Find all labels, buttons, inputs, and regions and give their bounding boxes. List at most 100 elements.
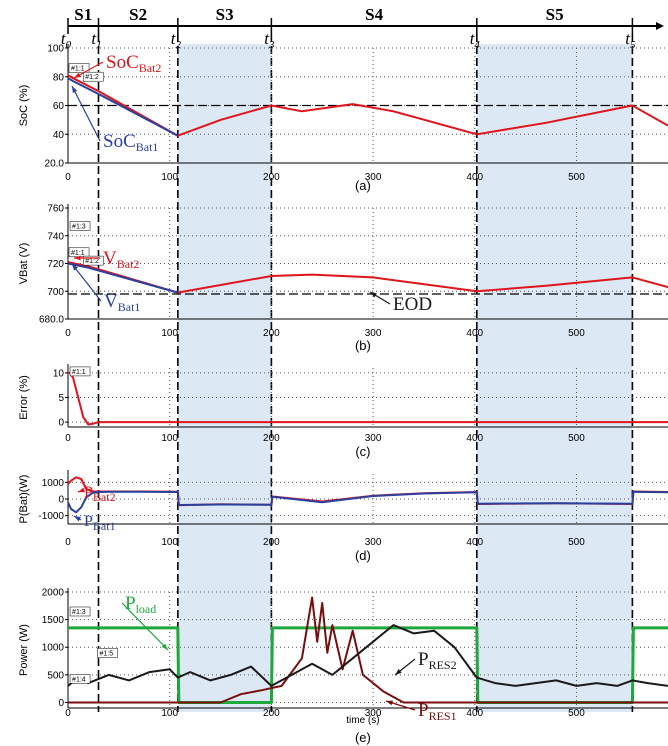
marker-box-1 [83, 71, 104, 82]
x-tick-label-5: 500 [568, 537, 585, 548]
x-tick-label-2: 200 [263, 433, 280, 444]
panel-3: -1000 0 1000 0 100 200 300 400 500 P(Bat)(W) PBat2… [18, 470, 668, 563]
marker-label-0: #1:3 [72, 223, 86, 230]
x-tick-label-4: 400 [466, 328, 483, 339]
time-mark-label-5: t5 [625, 29, 636, 51]
phase-label-s5: S5 [546, 5, 564, 24]
y-tick-label-0: 20.0 [45, 159, 65, 170]
annotation-arrow-0 [121, 602, 169, 651]
annotation-arrowhead-2 [386, 700, 393, 706]
marker-box-0 [69, 606, 91, 617]
panel-caption: (e) [355, 730, 371, 745]
y-tick-label-1: 5 [58, 393, 64, 404]
x-tick-label-1: 100 [161, 433, 178, 444]
panel-caption: (d) [355, 548, 371, 563]
annotation-arrowhead-1 [74, 516, 81, 522]
panel-caption: (c) [355, 444, 370, 459]
annotation-0: PBat2 [84, 484, 116, 504]
phase-label-s3: S3 [216, 5, 234, 24]
marker-box-2 [69, 674, 91, 684]
x-tick-label-2: 200 [263, 172, 280, 183]
panel-4: 0 500 1000 1500 2000 0 100 200 300 400 500 Power (W… [18, 588, 668, 745]
y-axis-label: SoC (%) [18, 85, 30, 127]
x-tick-label-4: 400 [466, 708, 483, 719]
x-tick-label-2: 200 [263, 708, 280, 719]
y-tick-label-3: 1500 [42, 615, 65, 626]
annotation-arrowhead-0 [161, 643, 168, 650]
x-tick-label-1: 100 [161, 172, 178, 183]
x-tick-label-3: 300 [365, 537, 382, 548]
annotation-arrowhead-1 [72, 264, 78, 271]
time-mark-label-3: t3 [264, 29, 275, 51]
y-tick-label-1: 700 [47, 287, 64, 298]
x-tick-label-2: 200 [263, 537, 280, 548]
marker-label-1: #1:2 [85, 74, 99, 81]
marker-box-0 [69, 221, 91, 231]
annotation-0: SoCBat2 [106, 52, 161, 75]
x-tick-label-5: 500 [568, 172, 585, 183]
y-tick-label-2: 10 [53, 368, 65, 379]
x-tick-label-0: 0 [65, 328, 71, 339]
x-tick-label-4: 400 [466, 433, 483, 444]
x-tick-label-3: 300 [365, 708, 382, 719]
y-tick-label-1: 0 [58, 495, 64, 506]
x-tick-label-0: 0 [65, 433, 71, 444]
marker-label-0: #1:1 [72, 369, 86, 376]
shaded-interval-0 [177, 44, 272, 712]
x-tick-label-2: 200 [263, 328, 280, 339]
panel-1: 680.0 700 720 740 760 0 100 200 300 400 500 VBat (V… [18, 204, 668, 353]
panel-caption: (b) [355, 338, 371, 353]
annotation-1: VBat1 [104, 291, 140, 314]
panel-caption: (a) [355, 178, 371, 193]
series-line-soc-bat2 [67, 74, 668, 137]
series-line-pload [68, 626, 668, 704]
annotation-0: Pload [125, 593, 156, 616]
marker-label-1: #1:1 [71, 250, 85, 257]
x-tick-label-3: 300 [365, 433, 382, 444]
annotation-0: VBat2 [103, 248, 139, 271]
marker-label-2: #1:2 [85, 258, 99, 265]
y-tick-label-2: 1000 [42, 643, 65, 654]
annotation-arrow-1 [71, 263, 102, 302]
y-tick-label-0: 0 [58, 698, 64, 709]
phase-label-s2: S2 [129, 5, 147, 24]
y-axis-label: Power (W) [18, 624, 30, 676]
marker-label-2: #1:4 [72, 676, 86, 683]
x-tick-label-4: 400 [466, 537, 483, 548]
annotation-arrowhead-0 [74, 255, 81, 261]
time-mark-label-0: t0 [61, 29, 72, 51]
time-mark-label-2: t2 [171, 29, 182, 51]
series-line-pres2 [67, 624, 668, 687]
annotation-1: SoCBat1 [103, 131, 158, 154]
marker-box-2 [83, 255, 104, 266]
y-axis-label: VBat (V) [18, 243, 30, 285]
annotation-arrowhead-1 [72, 86, 78, 93]
marker-label-0: #1:1 [71, 66, 85, 73]
x-tick-label-0: 0 [65, 708, 71, 719]
annotation-2: PRES1 [418, 700, 457, 723]
y-tick-label-4: 760 [47, 204, 64, 215]
annotation-arrowhead-0 [74, 72, 81, 78]
annotation-arrowhead-2 [370, 292, 377, 298]
x-tick-label-1: 100 [161, 537, 178, 548]
marker-label-0: #1:3 [72, 609, 86, 616]
y-tick-label-3: 80 [53, 72, 65, 83]
series-line-soc-bat1 [67, 77, 179, 137]
y-tick-label-4: 100 [47, 44, 64, 55]
annotation-arrowhead-0 [78, 487, 85, 493]
y-tick-label-3: 740 [47, 231, 64, 242]
y-tick-label-2: 1000 [42, 478, 65, 489]
x-tick-label-3: 300 [365, 328, 382, 339]
y-tick-label-2: 60 [53, 101, 65, 112]
annotation-1: PBat1 [84, 513, 116, 533]
y-tick-label-0: 0 [58, 418, 64, 429]
x-tick-label-5: 500 [568, 708, 585, 719]
x-tick-label-5: 500 [568, 328, 585, 339]
shaded-interval-1 [476, 44, 633, 712]
y-tick-label-0: -1000 [38, 511, 64, 522]
x-tick-label-1: 100 [161, 328, 178, 339]
y-axis-label: Error (%) [18, 375, 30, 420]
y-tick-label-1: 500 [47, 670, 64, 681]
